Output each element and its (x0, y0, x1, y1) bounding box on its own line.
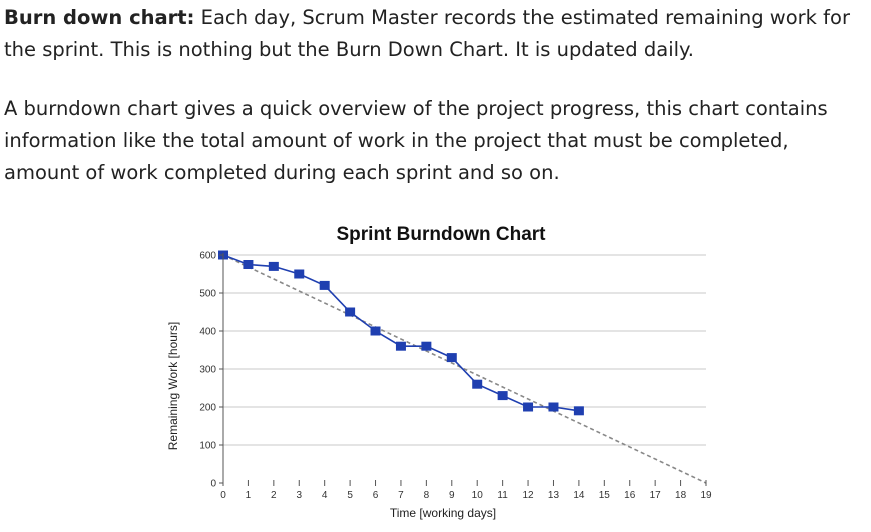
data-point-marker (573, 406, 584, 416)
actual-remaining-line (222, 254, 580, 412)
y-tick-label: 200 (199, 403, 216, 414)
description-paragraph: A burndown chart gives a quick overview … (4, 97, 828, 184)
x-tick-label: 7 (398, 490, 404, 501)
x-tick-label: 5 (347, 490, 353, 501)
x-tick-label: 2 (271, 490, 277, 501)
data-point-marker (395, 341, 406, 351)
y-tick-label: 400 (199, 327, 216, 338)
y-tick-label: 100 (199, 441, 216, 452)
x-tick-label: 14 (573, 490, 585, 501)
data-point-marker (370, 326, 381, 336)
burndown-chart: Sprint Burndown Chart 010020030040050060… (166, 224, 712, 520)
x-tick-label: 17 (650, 490, 662, 501)
data-point-marker (243, 260, 254, 269)
data-point-marker (421, 341, 432, 351)
chart-title: Sprint Burndown Chart (337, 224, 547, 245)
x-axis-label: Time [working days] (390, 506, 496, 520)
x-tick-label: 0 (220, 490, 226, 501)
data-point-marker (446, 353, 457, 363)
chart-grid (223, 254, 706, 446)
x-tick-label: 15 (599, 490, 611, 501)
y-axis-label: Remaining Work [hours] (166, 322, 180, 451)
x-tick-label: 16 (624, 490, 636, 501)
x-tick-label: 9 (449, 490, 455, 501)
intro-text: Each day, Scrum Master records the estim… (4, 6, 850, 61)
data-point-marker (294, 269, 305, 279)
x-tick-label: 8 (424, 490, 430, 501)
x-tick-label: 1 (246, 490, 252, 501)
x-tick-label: 3 (296, 490, 302, 501)
data-point-marker (548, 402, 559, 412)
x-tick-label: 10 (472, 490, 484, 501)
data-point-marker (497, 391, 508, 401)
data-point-marker (319, 280, 330, 290)
x-tick-label: 13 (548, 490, 560, 501)
y-tick-label: 300 (199, 365, 216, 376)
y-tick-label: 0 (210, 479, 216, 490)
intro-paragraph: Burn down chart: Each day, Scrum Master … (4, 2, 866, 66)
x-tick-label: 11 (497, 490, 508, 501)
data-point-marker (523, 402, 534, 412)
ideal-trend-line (222, 254, 707, 484)
intro-lead: Burn down chart: (4, 6, 195, 29)
chart-axes (219, 253, 707, 486)
x-tick-label: 4 (322, 490, 328, 501)
ideal-line-layer (222, 254, 707, 484)
x-tick-label: 6 (373, 490, 379, 501)
x-tick-label: 12 (522, 490, 534, 501)
y-tick-label: 500 (199, 289, 216, 300)
data-point-marker (268, 261, 279, 271)
y-tick-label: 600 (199, 251, 216, 262)
data-point-marker (472, 379, 483, 389)
actual-line-layer (218, 250, 584, 416)
x-tick-label: 19 (700, 490, 712, 501)
x-tick-label: 18 (675, 490, 687, 501)
data-point-marker (345, 307, 356, 317)
